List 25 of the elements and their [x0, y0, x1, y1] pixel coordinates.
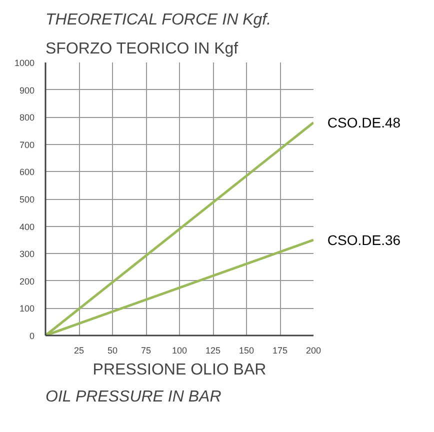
x-tick-label: 25: [74, 346, 84, 356]
y-tick-label: 900: [19, 85, 35, 96]
y-tick-label: 600: [19, 167, 35, 178]
chart-subtitle: THEORETICAL FORCE IN Kgf.: [46, 12, 272, 28]
x-axis-title: PRESSIONE OLIO BAR: [92, 362, 266, 378]
y-tick-label: 700: [19, 140, 35, 150]
series-label: CSO.DE.48: [327, 114, 401, 131]
series-label: CSO.DE.36: [327, 232, 401, 248]
y-tick-label: 1000: [14, 58, 35, 68]
x-tick-label: 100: [172, 346, 188, 356]
y-tick-label: 400: [19, 222, 35, 232]
x-tick-label: 125: [205, 346, 221, 356]
x-tick-label: 150: [238, 346, 254, 356]
x-tick-label: 75: [140, 346, 152, 356]
y-tick-label: 800: [19, 112, 35, 123]
y-tick-label: 200: [19, 276, 35, 286]
x-tick-label: 50: [107, 346, 118, 356]
y-tick-label: 300: [19, 249, 35, 260]
x-tick-label: 200: [306, 346, 322, 356]
chart-title: SFORZO TEORICO IN Kgf: [46, 40, 239, 58]
y-tick-label: 0: [29, 331, 35, 341]
y-tick-label: 500: [19, 194, 35, 204]
y-tick-label: 100: [19, 304, 35, 314]
x-tick-label: 175: [272, 346, 288, 356]
text: OIL PRESSURE IN BAR: [46, 388, 222, 406]
